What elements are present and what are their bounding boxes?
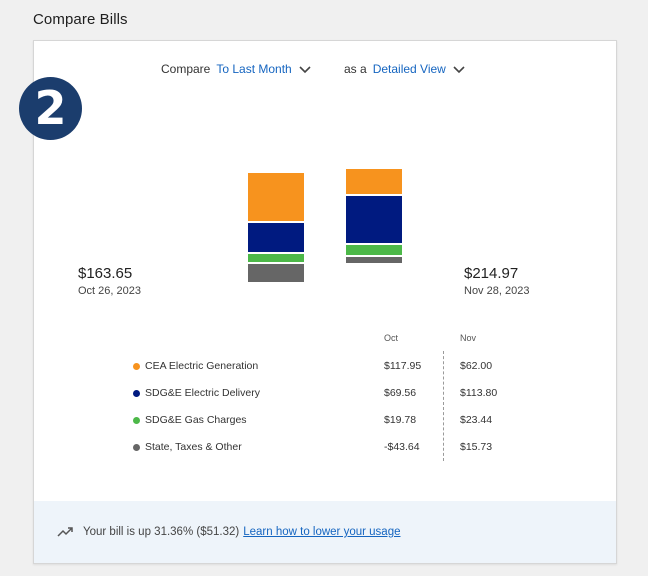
- legend-dot: [133, 417, 140, 424]
- bar-segment: [346, 245, 402, 255]
- bar-segment: [248, 264, 304, 282]
- compare-label: Compare: [161, 62, 211, 76]
- table-row: SDG&E Gas Charges $19.78 $23.44: [34, 412, 616, 432]
- row-oct-value: $19.78: [384, 414, 417, 426]
- step-badge: 2: [19, 77, 82, 140]
- bar-segment: [248, 254, 304, 262]
- compare-bills-card: 2 Compare To Last Month as a Detailed Vi…: [19, 40, 617, 564]
- row-label: SDG&E Gas Charges: [145, 414, 247, 426]
- page-title: Compare Bills: [33, 11, 128, 28]
- view-value[interactable]: Detailed View: [372, 62, 446, 76]
- bar-segment: [346, 196, 402, 243]
- row-label: CEA Electric Generation: [145, 360, 259, 372]
- lower-usage-link[interactable]: Learn how to lower your usage: [243, 526, 401, 538]
- row-oct-value: $117.95: [384, 360, 422, 372]
- oct-bill-amount: $163.65: [78, 265, 133, 282]
- legend-dot: [133, 390, 140, 397]
- row-nov-value: $113.80: [460, 387, 498, 399]
- view-dropdown[interactable]: as a Detailed View: [344, 62, 466, 76]
- row-label: SDG&E Electric Delivery: [145, 387, 260, 399]
- bar-segment: [248, 173, 304, 221]
- compare-dropdown[interactable]: Compare To Last Month: [161, 62, 312, 76]
- row-nov-value: $62.00: [460, 360, 493, 372]
- column-divider: [443, 351, 444, 461]
- table-row: State, Taxes & Other -$43.64 $15.73: [34, 439, 616, 459]
- table-row: CEA Electric Generation $117.95 $62.00: [34, 358, 616, 378]
- compare-value[interactable]: To Last Month: [216, 62, 292, 76]
- row-oct-value: $69.56: [384, 387, 417, 399]
- trending-up-icon: [57, 527, 73, 537]
- nov-bill-amount: $214.97: [464, 265, 519, 282]
- bar-segment: [248, 223, 304, 252]
- chevron-down-icon[interactable]: [298, 64, 312, 74]
- usage-footer: Your bill is up 31.36% ($51.32) Learn ho…: [34, 501, 616, 563]
- row-label: State, Taxes & Other: [145, 441, 242, 453]
- row-oct-value: -$43.64: [384, 441, 420, 453]
- bar-segment: [346, 169, 402, 194]
- legend-dot: [133, 363, 140, 370]
- table-row: SDG&E Electric Delivery $69.56 $113.80: [34, 385, 616, 405]
- oct-bill-date: Oct 26, 2023: [78, 285, 141, 297]
- col-header-oct: Oct: [384, 333, 399, 343]
- row-nov-value: $15.73: [460, 441, 493, 453]
- bar-segment: [346, 257, 402, 263]
- legend-dot: [133, 444, 140, 451]
- col-header-nov: Nov: [460, 333, 477, 343]
- view-label: as a: [344, 62, 367, 76]
- row-nov-value: $23.44: [460, 414, 493, 426]
- footer-message: Your bill is up 31.36% ($51.32): [83, 526, 240, 538]
- nov-bill-date: Nov 28, 2023: [464, 285, 530, 297]
- chevron-down-icon[interactable]: [452, 64, 466, 74]
